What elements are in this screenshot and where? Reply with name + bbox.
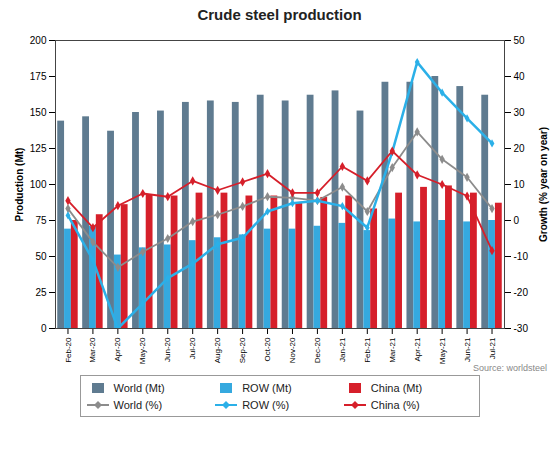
html-text:Source: worldsteel: Source: worldsteel [473, 363, 547, 373]
svg-text:10: 10 [514, 179, 526, 190]
svg-text:Production (Mt): Production (Mt) [14, 148, 25, 222]
html-text:Crude steel production: Crude steel production [197, 6, 362, 23]
svg-text:Sep-20: Sep-20 [238, 337, 247, 363]
svg-text:Dec-20: Dec-20 [313, 337, 322, 363]
svg-text:25: 25 [35, 287, 47, 298]
svg-text:125: 125 [30, 143, 47, 154]
svg-text:0: 0 [41, 323, 47, 334]
svg-text:May-20: May-20 [138, 337, 147, 364]
svg-text:Mar-20: Mar-20 [88, 337, 97, 363]
html-text:China (%): China (%) [370, 398, 420, 411]
svg-text:0: 0 [514, 215, 520, 226]
svg-text:Growth (% year on year): Growth (% year on year) [538, 127, 549, 242]
svg-text:50: 50 [35, 251, 47, 262]
svg-text:Aug-20: Aug-20 [213, 337, 222, 363]
svg-text:Jul-21: Jul-21 [488, 337, 497, 359]
svg-text:Jun-21: Jun-21 [463, 337, 472, 362]
svg-text:100: 100 [30, 179, 47, 190]
html-text:China (Mt): China (Mt) [370, 381, 423, 394]
svg-text:Nov-20: Nov-20 [288, 337, 297, 363]
svg-text:Apr-21: Apr-21 [413, 337, 422, 362]
svg-text:30: 30 [514, 107, 526, 118]
svg-text:Jun-20: Jun-20 [163, 337, 172, 362]
svg-text:75: 75 [35, 215, 47, 226]
svg-text:150: 150 [30, 107, 47, 118]
html-text:ROW (%): ROW (%) [242, 398, 290, 411]
svg-text:50: 50 [514, 35, 526, 46]
html-text:World (Mt): World (Mt) [113, 381, 165, 394]
html-text:ROW (Mt): ROW (Mt) [242, 381, 292, 394]
svg-text:-10: -10 [514, 251, 529, 262]
svg-text:-30: -30 [514, 323, 529, 334]
svg-text:175: 175 [30, 71, 47, 82]
svg-text:Jul-20: Jul-20 [188, 337, 197, 359]
svg-text:40: 40 [514, 71, 526, 82]
svg-text:Feb-21: Feb-21 [363, 337, 372, 363]
html-text:World (%): World (%) [113, 398, 163, 411]
svg-text:200: 200 [30, 35, 47, 46]
svg-text:Jan-21: Jan-21 [338, 337, 347, 362]
svg-text:Apr-20: Apr-20 [113, 337, 122, 362]
svg-text:Mar-21: Mar-21 [388, 337, 397, 363]
svg-text:Feb-20: Feb-20 [64, 337, 73, 363]
svg-text:20: 20 [514, 143, 526, 154]
svg-text:May-21: May-21 [438, 337, 447, 364]
svg-text:-20: -20 [514, 287, 529, 298]
svg-text:Oct-20: Oct-20 [263, 337, 272, 362]
